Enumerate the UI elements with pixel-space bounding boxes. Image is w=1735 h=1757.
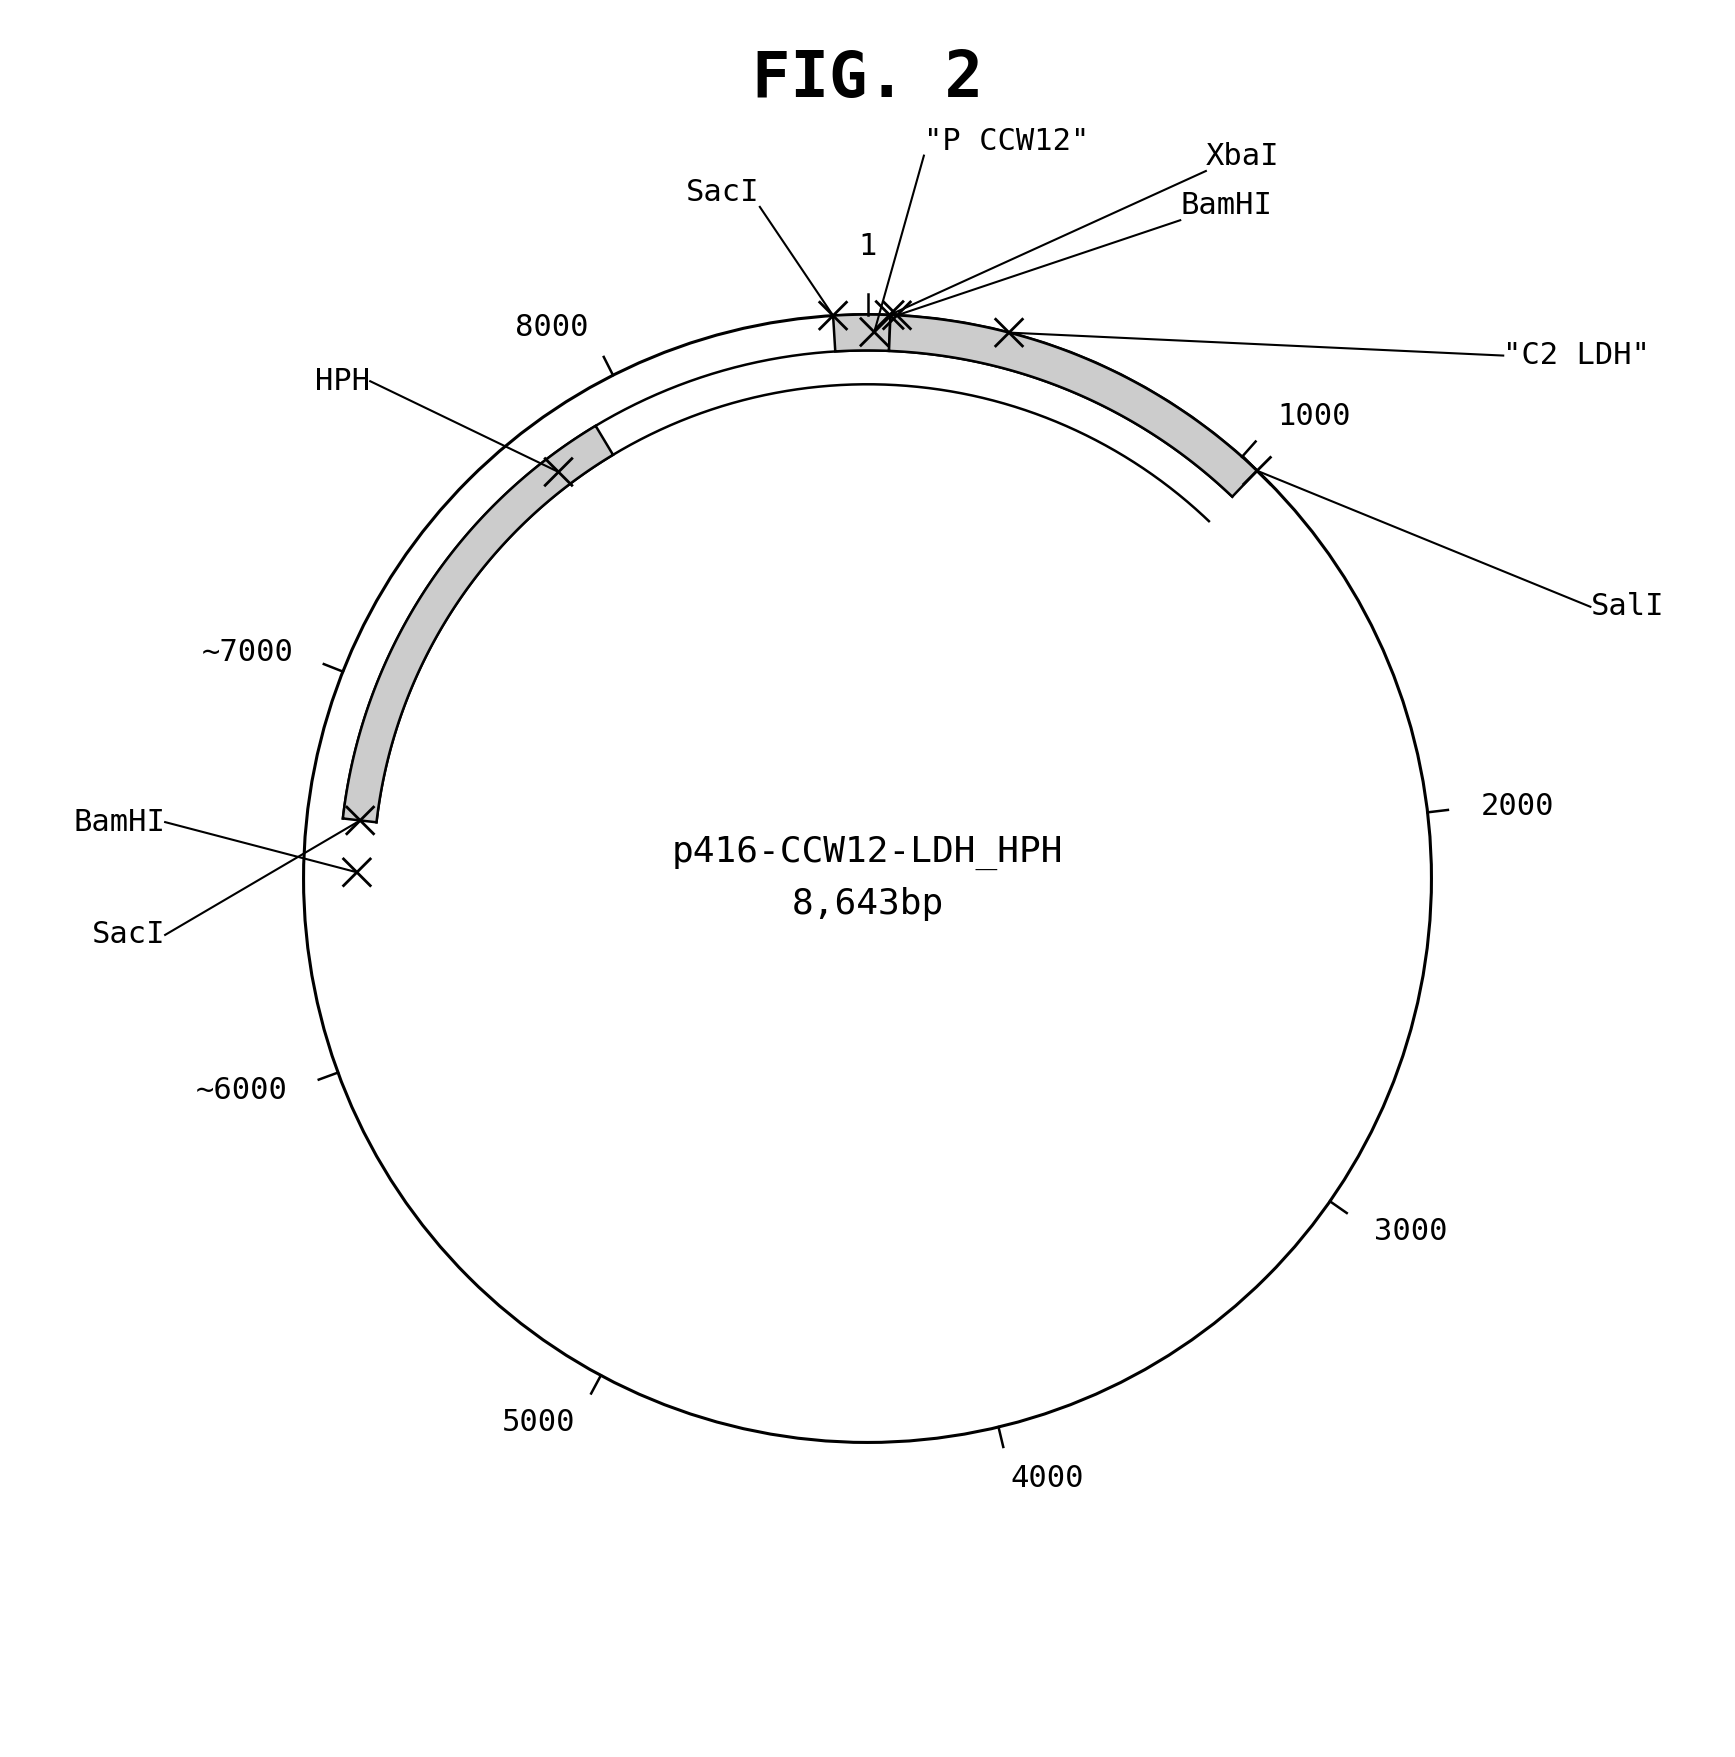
Text: 2000: 2000 <box>1480 792 1555 821</box>
Text: 1: 1 <box>859 232 876 262</box>
Text: 8000: 8000 <box>515 313 588 343</box>
Text: ~7000: ~7000 <box>201 638 293 666</box>
Polygon shape <box>344 425 612 822</box>
Text: 4000: 4000 <box>1012 1464 1084 1493</box>
Text: XbaI: XbaI <box>1206 142 1279 170</box>
Text: "C2 LDH": "C2 LDH" <box>1503 341 1650 371</box>
Text: FIG. 2: FIG. 2 <box>751 47 984 109</box>
Text: BamHI: BamHI <box>73 808 165 836</box>
Polygon shape <box>888 315 1258 497</box>
Text: ~6000: ~6000 <box>196 1077 288 1105</box>
Text: SacI: SacI <box>92 921 165 949</box>
Text: SacI: SacI <box>687 177 760 207</box>
Text: 3000: 3000 <box>1374 1218 1447 1246</box>
Text: HPH: HPH <box>316 367 370 395</box>
Text: BamHI: BamHI <box>1180 192 1272 220</box>
Text: SalI: SalI <box>1591 592 1664 622</box>
Text: 5000: 5000 <box>501 1407 576 1437</box>
Text: p416-CCW12-LDH_HPH: p416-CCW12-LDH_HPH <box>671 836 1064 870</box>
Text: 1000: 1000 <box>1277 402 1352 432</box>
Polygon shape <box>833 315 890 351</box>
Text: 8,643bp: 8,643bp <box>791 887 944 921</box>
Text: "P CCW12": "P CCW12" <box>925 127 1090 156</box>
